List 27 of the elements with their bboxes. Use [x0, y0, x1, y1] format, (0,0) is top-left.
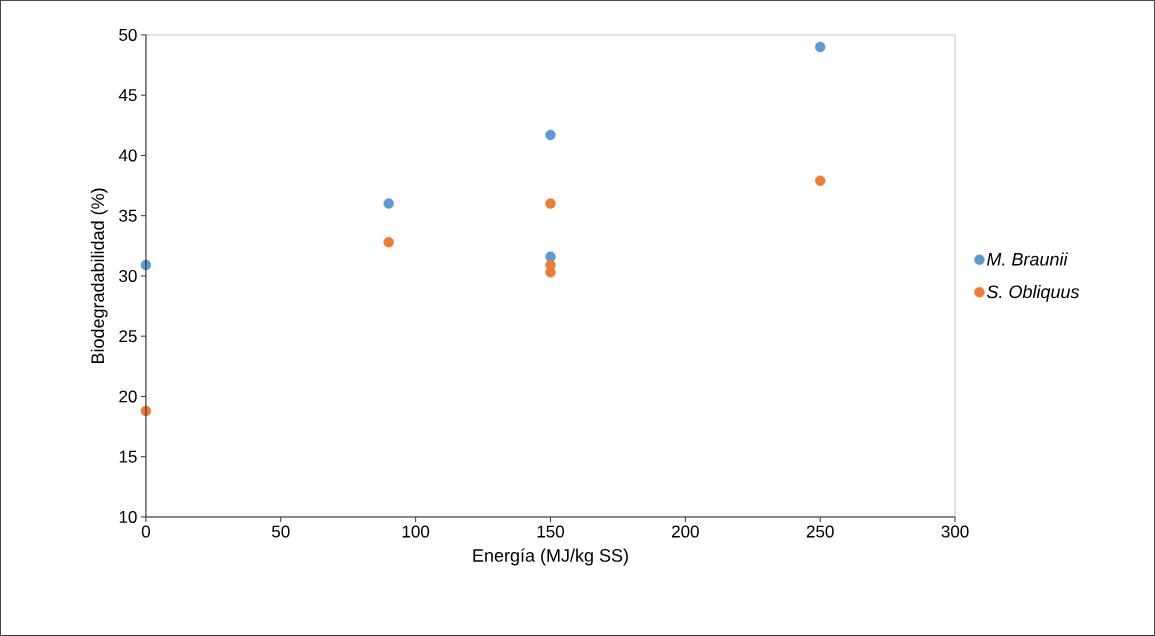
point: [545, 129, 556, 141]
y-tick-label: 50: [119, 28, 137, 41]
legend-label: M. Braunii: [987, 252, 1068, 266]
point: [815, 175, 826, 186]
y-tick-label: 45: [118, 89, 137, 102]
y-tick-label: 15: [119, 450, 137, 463]
y-tick-label: 25: [119, 330, 137, 343]
point: [383, 198, 394, 209]
point: [383, 237, 394, 248]
x-tick-label: 100: [402, 525, 430, 538]
x-axis-title: Energía (MJ/kg SS): [473, 548, 628, 566]
point: [545, 198, 556, 209]
x-tick-label: 300: [941, 525, 969, 538]
x-tick-label: 250: [806, 525, 834, 538]
x-tick-label: 50: [272, 525, 290, 538]
x-tick-label: 200: [672, 525, 699, 538]
y-tick-label: 30: [119, 269, 137, 283]
legend-label: S. Obliquus: [986, 284, 1080, 302]
x-tick-label: 150: [537, 525, 565, 538]
y-axis-title: Biodegradabilidad (%): [90, 188, 108, 364]
x-tick-label: 0: [141, 525, 151, 538]
y-tick-label: 35: [119, 209, 137, 222]
y-tick-label: 10: [119, 511, 137, 524]
point: [815, 41, 826, 53]
y-tick-label: 20: [119, 390, 137, 403]
y-tick-label: 40: [118, 149, 137, 162]
point: [545, 267, 556, 278]
